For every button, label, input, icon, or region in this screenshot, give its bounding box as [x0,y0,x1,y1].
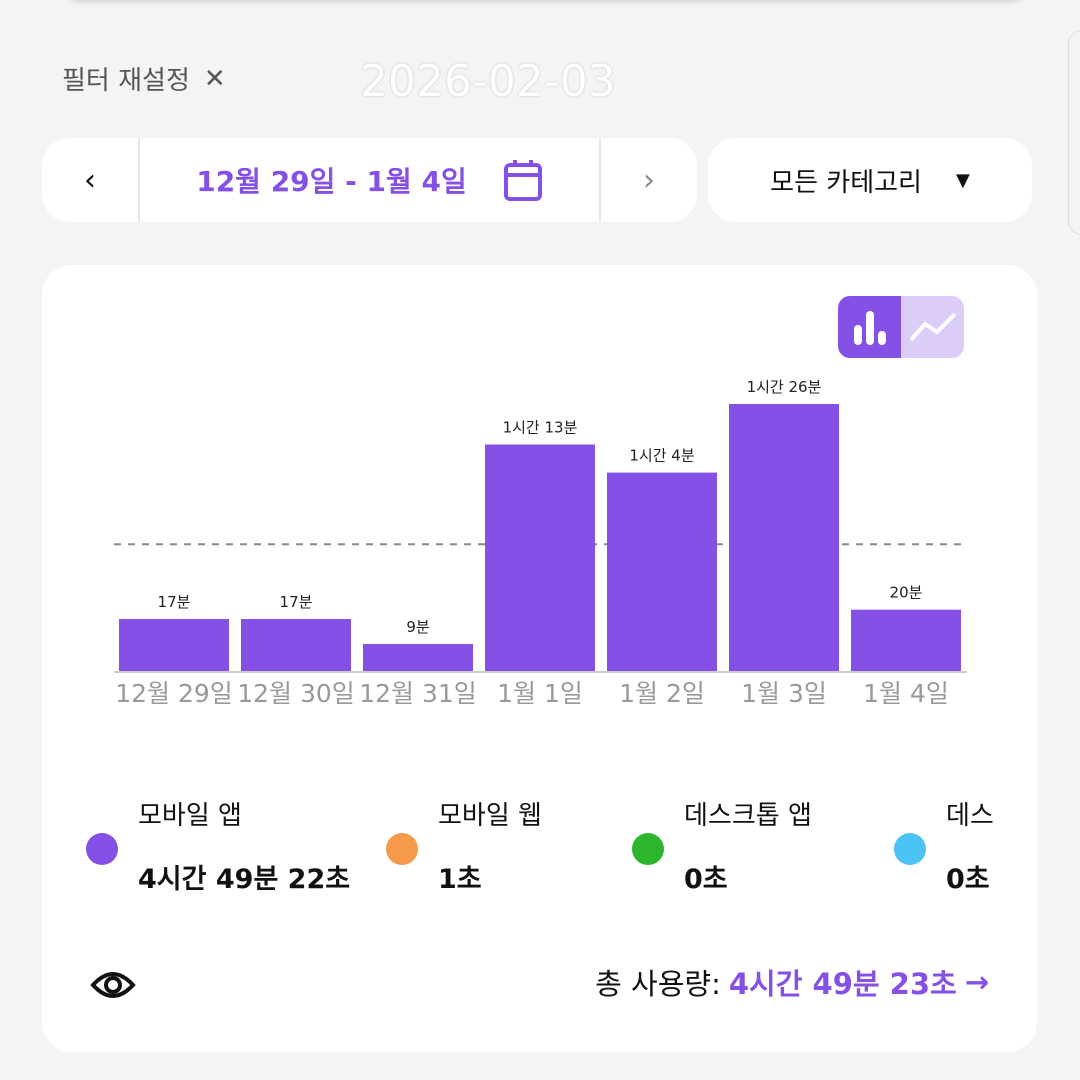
x-tick-label: 12월 30일 [237,679,355,708]
bar-data-label: 1시간 26분 [747,378,822,396]
usage-bar-chart: 17분 17분 9분 1시간 13분 1시간 4분 1시간 26분 20분 [114,378,967,673]
legend-color-dot [386,833,418,865]
x-tick-label: 12월 31일 [359,679,477,708]
total-label: 총 사용량: [595,967,721,1001]
bar-chart-toggle[interactable] [838,296,901,358]
legend-color-dot [894,833,926,865]
bar[interactable] [851,609,961,672]
legend-value: 1초 [438,864,482,895]
arrow-right-icon: → [964,965,989,999]
x-tick-label: 12월 29일 [115,679,233,708]
x-tick-label: 1월 4일 [863,679,949,708]
bar[interactable] [241,619,351,672]
bar-data-label: 1시간 4분 [629,447,694,465]
x-tick-label: 1월 2일 [619,679,705,708]
legend-name: 모바일 웹 [438,801,542,831]
category-dropdown[interactable]: 모든 카테고리 ▼ [708,138,1032,222]
bar-data-label: 9분 [406,618,430,636]
date-range-button[interactable]: 12월 29일 - 1월 4일 [140,138,601,222]
legend-name: 데스 [946,801,994,831]
legend-name: 데스크톱 앱 [684,801,812,831]
side-panel-edge [1068,30,1080,235]
bar-data-label: 17분 [280,593,313,611]
close-icon: ✕ [203,63,226,94]
view-toggle [838,296,964,358]
line-chart-toggle[interactable] [901,296,964,358]
x-tick-label: 1월 3일 [741,679,827,708]
legend-value: 0초 [684,864,728,895]
total-value: 4시간 49분 23초 [728,967,957,1001]
eye-icon[interactable] [90,965,136,1005]
calendar-icon [503,160,542,201]
legend-value: 0초 [946,864,990,895]
legend-color-dot [86,833,118,865]
bar-data-label: 20분 [890,584,923,602]
line-chart-icon [908,312,956,342]
usage-card: 17분 17분 9분 1시간 13분 1시간 4분 1시간 26분 20분 모바일 앱 4시… [42,265,1037,1052]
bar[interactable] [729,404,839,672]
total-usage-link[interactable]: 총 사용량: 4시간 49분 23초 → [595,961,989,1003]
date-range-selector: ‹ 12월 29일 - 1월 4일 › [42,138,697,222]
date-range-label: 12월 29일 - 1월 4일 [196,165,467,198]
date-watermark: 2026-02-03 [360,56,616,107]
bar[interactable] [485,444,595,672]
bar[interactable] [119,619,229,672]
caret-down-icon: ▼ [955,169,970,191]
x-tick-label: 1월 1일 [497,679,583,708]
filter-reset-button[interactable]: 필터 재설정 ✕ [62,60,226,97]
chevron-left-icon[interactable]: ‹ [42,138,140,222]
bar-chart-icon [853,311,886,345]
chevron-right-icon[interactable]: › [643,162,655,198]
bar[interactable] [363,643,473,672]
category-selected: 모든 카테고리 [770,167,922,198]
legend-color-dot [632,833,664,865]
bar-data-label: 17분 [158,593,191,611]
bar[interactable] [607,472,717,672]
legend-name: 모바일 앱 [138,801,242,831]
bar-data-label: 1시간 13분 [503,419,578,437]
legend-value: 4시간 49분 22초 [138,864,351,895]
legend: 모바일 앱 4시간 49분 22초 모바일 웹 1초 데스크톱 앱 0초 데스 … [42,795,1037,905]
filter-reset-label: 필터 재설정 [62,66,190,96]
